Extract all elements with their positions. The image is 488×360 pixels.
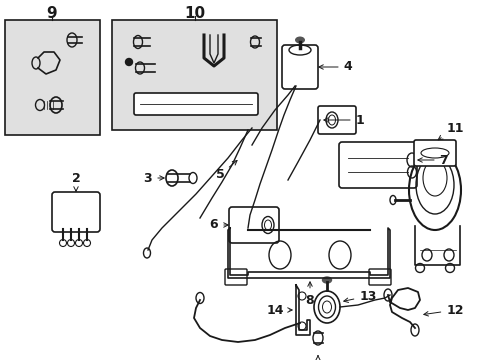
Text: 15: 15 bbox=[308, 356, 326, 360]
FancyBboxPatch shape bbox=[338, 142, 416, 188]
Text: 5: 5 bbox=[215, 161, 237, 181]
Text: 3: 3 bbox=[143, 171, 164, 184]
FancyBboxPatch shape bbox=[282, 45, 317, 89]
Circle shape bbox=[125, 58, 132, 66]
FancyBboxPatch shape bbox=[317, 106, 355, 134]
Text: 4: 4 bbox=[318, 60, 352, 73]
FancyBboxPatch shape bbox=[134, 93, 258, 115]
Text: 10: 10 bbox=[184, 6, 205, 22]
FancyBboxPatch shape bbox=[368, 269, 390, 285]
Text: 7: 7 bbox=[417, 153, 447, 166]
Text: 1: 1 bbox=[323, 113, 364, 126]
Text: 8: 8 bbox=[305, 282, 314, 306]
FancyBboxPatch shape bbox=[224, 269, 246, 285]
Text: 9: 9 bbox=[46, 6, 57, 22]
FancyBboxPatch shape bbox=[112, 20, 276, 130]
Text: 2: 2 bbox=[71, 171, 80, 191]
Text: 11: 11 bbox=[437, 122, 463, 140]
FancyBboxPatch shape bbox=[5, 20, 100, 135]
FancyBboxPatch shape bbox=[52, 192, 100, 232]
Ellipse shape bbox=[294, 36, 305, 44]
Text: 6: 6 bbox=[209, 219, 228, 231]
FancyBboxPatch shape bbox=[413, 140, 455, 166]
Ellipse shape bbox=[322, 277, 331, 283]
Text: 14: 14 bbox=[265, 303, 291, 316]
Text: 13: 13 bbox=[343, 289, 376, 302]
Text: 12: 12 bbox=[423, 303, 463, 316]
FancyBboxPatch shape bbox=[228, 207, 279, 243]
